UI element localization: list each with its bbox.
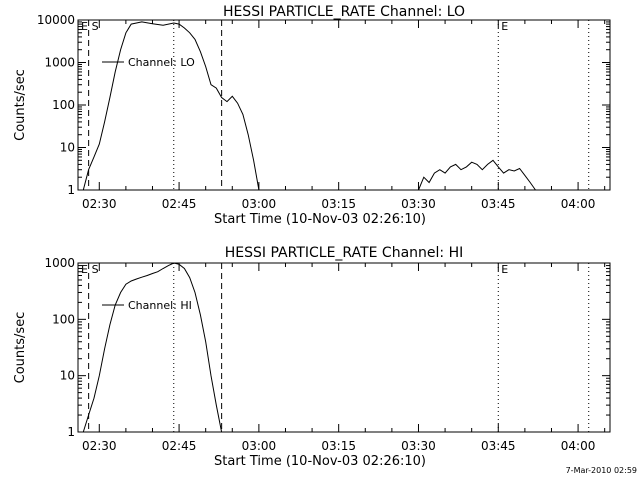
panel-2: HESSI PARTICLE_RATE Channel: HI 02:30 02:4… — [13, 245, 611, 469]
x-tick-label: 03:15 — [321, 197, 356, 211]
series-line — [82, 21, 260, 191]
y-tick-label: 10000 — [37, 13, 75, 27]
timestamp-stamp: 7-Mar-2010 02:59 — [565, 466, 637, 475]
marker-label: S — [92, 263, 99, 276]
plot-frame — [77, 19, 611, 191]
x-tick-label: 02:45 — [162, 197, 197, 211]
y-tick-label: 1000 — [44, 256, 75, 270]
chart-title: HESSI PARTICLE_RATE Channel: LO — [223, 4, 465, 20]
x-tick-label: 03:30 — [401, 197, 436, 211]
y-axis-label: Counts/sec — [13, 312, 28, 384]
chart-title: HESSI PARTICLE_RATE Channel: HI — [225, 245, 463, 261]
x-tick-label: 03:45 — [481, 197, 516, 211]
y-tick-label: 100 — [52, 98, 75, 112]
corner-label: E — [81, 263, 88, 276]
y-tick-label: 10 — [60, 141, 75, 155]
x-tick-label: 02:30 — [82, 197, 117, 211]
x-axis-label: Start Time (10-Nov-03 02:26:10) — [214, 212, 426, 227]
x-tick-label: 03:00 — [242, 197, 277, 211]
marker-label: E — [501, 20, 508, 33]
y-tick-label: 1 — [67, 425, 75, 439]
x-tick-label: 04:00 — [561, 439, 596, 453]
series-line — [418, 159, 536, 191]
x-tick-label: 02:30 — [82, 439, 117, 453]
x-tick-label: 02:45 — [162, 439, 197, 453]
y-tick-label: 1 — [67, 183, 75, 197]
panel-1: HESSI PARTICLE_RATE Channel: LO 02:30 02:4… — [13, 4, 611, 227]
plot-frame — [77, 262, 611, 433]
x-tick-label: 03:30 — [401, 439, 436, 453]
y-axis-label: Counts/sec — [13, 69, 28, 141]
x-axis-label: Start Time (10-Nov-03 02:26:10) — [214, 454, 426, 469]
y-tick-label: 100 — [52, 312, 75, 326]
y-tick-label: 10 — [60, 369, 75, 383]
x-tick-label: 04:00 — [561, 197, 596, 211]
series-line — [82, 262, 223, 433]
x-tick-label: 03:15 — [321, 439, 356, 453]
x-tick-label: 03:45 — [481, 439, 516, 453]
y-tick-label: 1000 — [44, 56, 75, 70]
x-tick-label: 03:00 — [242, 439, 277, 453]
marker-label: E — [501, 263, 508, 276]
corner-label: E — [81, 20, 88, 33]
legend-label: Channel: LO — [128, 56, 195, 69]
marker-label: S — [92, 20, 99, 33]
legend-label: Channel: HI — [128, 299, 192, 312]
